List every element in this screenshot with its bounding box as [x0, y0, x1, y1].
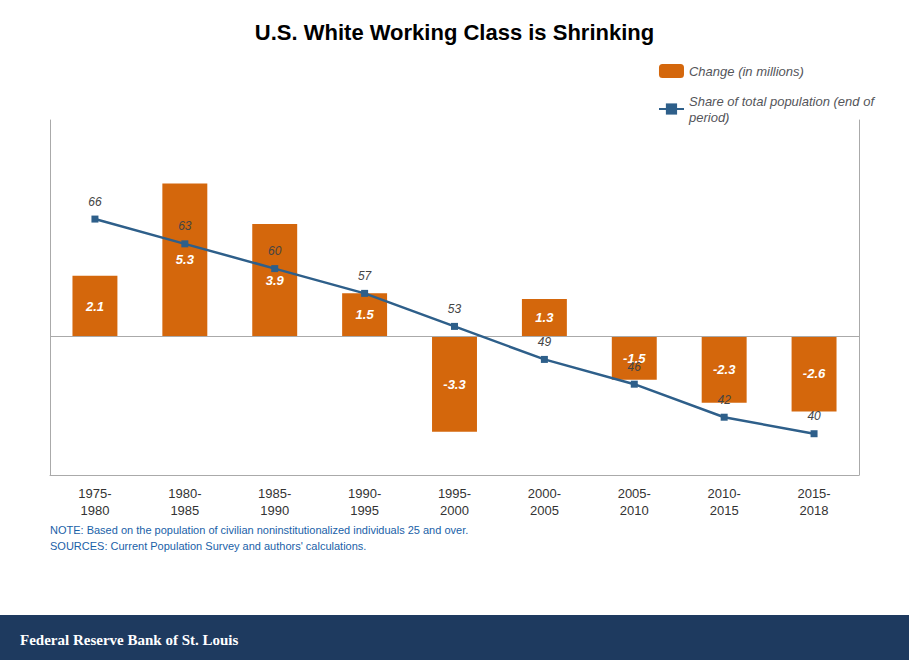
- svg-text:1995: 1995: [350, 503, 379, 518]
- svg-text:2005-: 2005-: [618, 486, 651, 501]
- svg-text:46: 46: [628, 360, 642, 374]
- svg-text:5.3: 5.3: [176, 252, 195, 267]
- svg-text:1980-: 1980-: [168, 486, 201, 501]
- svg-text:57: 57: [358, 269, 373, 283]
- svg-text:3.9: 3.9: [266, 273, 285, 288]
- svg-text:NOTE: Based on the population: NOTE: Based on the population of civilia…: [50, 524, 468, 536]
- svg-text:period): period): [688, 110, 729, 125]
- svg-text:-2.3: -2.3: [713, 362, 736, 377]
- svg-text:2010: 2010: [620, 503, 649, 518]
- svg-text:2015-: 2015-: [797, 486, 830, 501]
- svg-text:40: 40: [807, 409, 821, 423]
- svg-text:1985-: 1985-: [258, 486, 291, 501]
- svg-text:-1.5: -1.5: [623, 350, 646, 366]
- svg-text:60: 60: [268, 244, 282, 258]
- svg-text:1990: 1990: [260, 503, 289, 518]
- svg-text:Change (in millions): Change (in millions): [689, 64, 804, 79]
- svg-text:1975-: 1975-: [78, 486, 111, 501]
- svg-text:SOURCES: Current Population Su: SOURCES: Current Population Survey and a…: [50, 540, 366, 552]
- svg-text:1.3: 1.3: [535, 310, 554, 325]
- svg-text:1990-: 1990-: [348, 486, 381, 501]
- svg-text:U.S. White Working Class is Sh: U.S. White Working Class is Shrinking: [255, 20, 654, 45]
- svg-text:-3.3: -3.3: [443, 377, 466, 392]
- svg-text:Share of total population (end: Share of total population (end of: [689, 94, 875, 109]
- svg-text:63: 63: [178, 219, 192, 233]
- svg-text:53: 53: [448, 302, 462, 316]
- svg-text:49: 49: [538, 335, 552, 349]
- svg-text:1995-: 1995-: [438, 486, 471, 501]
- svg-text:2015: 2015: [710, 503, 739, 518]
- svg-text:2010-: 2010-: [708, 486, 741, 501]
- svg-text:1.5: 1.5: [356, 307, 375, 322]
- svg-text:66: 66: [88, 195, 102, 209]
- svg-text:1985: 1985: [170, 503, 199, 518]
- svg-text:2005: 2005: [530, 503, 559, 518]
- svg-text:2.1: 2.1: [85, 299, 104, 314]
- svg-text:-2.6: -2.6: [803, 366, 826, 381]
- svg-text:2000: 2000: [440, 503, 469, 518]
- svg-text:1980: 1980: [80, 503, 109, 518]
- svg-text:42: 42: [717, 393, 731, 407]
- svg-text:2000-: 2000-: [528, 486, 561, 501]
- svg-text:2018: 2018: [800, 503, 829, 518]
- svg-text:Federal Reserve Bank of St. Lo: Federal Reserve Bank of St. Louis: [20, 632, 238, 648]
